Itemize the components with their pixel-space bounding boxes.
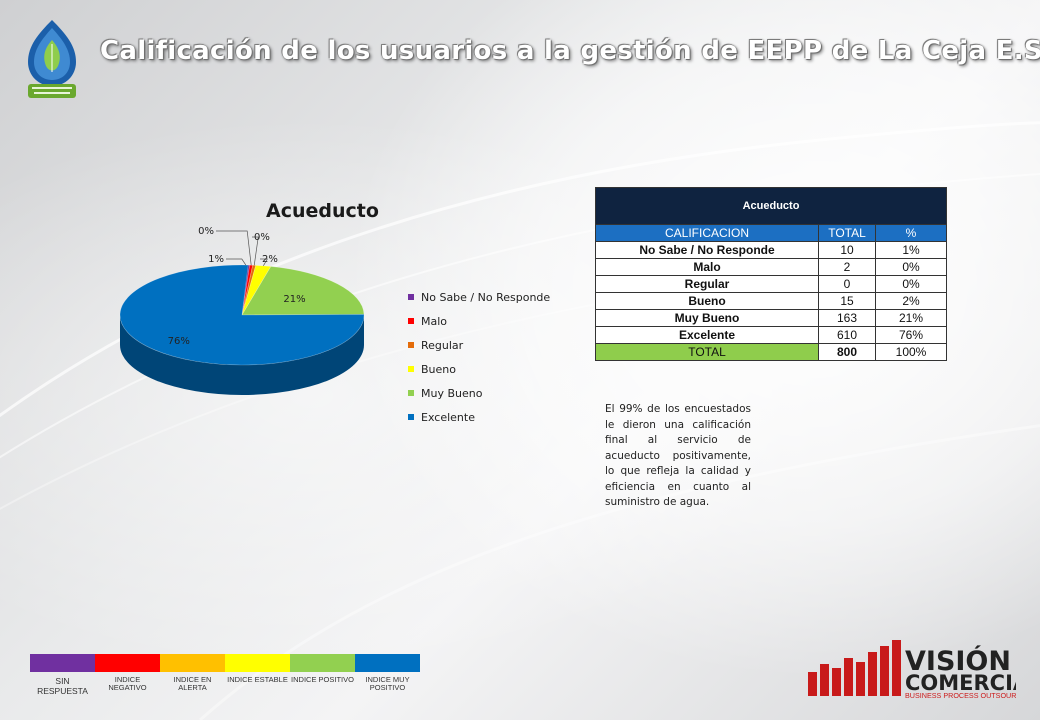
- cell-calificacion: Excelente: [595, 326, 819, 344]
- legend-label: Malo: [421, 314, 448, 328]
- cell-percent: 0%: [875, 258, 947, 276]
- legend-swatch: [408, 342, 414, 348]
- index-color-bar: [30, 654, 420, 672]
- index-color-segment: [160, 654, 225, 672]
- results-table: Acueducto CALIFICACION TOTAL % No Sabe /…: [595, 187, 947, 361]
- company-logo: [28, 20, 76, 98]
- pie-chart: 1% 0% 0% 2% 21% 76%: [119, 226, 365, 395]
- legend-item: Muy Bueno: [408, 381, 550, 405]
- index-label: INDICE POSITIVO: [291, 675, 354, 684]
- legend-label: No Sabe / No Responde: [421, 290, 551, 304]
- total-label: TOTAL: [595, 343, 819, 361]
- table-row: Excelente 610 76%: [595, 326, 947, 344]
- logo-line1: VISIÓN: [905, 645, 1011, 677]
- chart-legend: No Sabe / No Responde Malo Regular Bueno…: [408, 285, 550, 429]
- pie-slice: [241, 266, 365, 316]
- pie-slice: [119, 264, 365, 366]
- index-label: INDICE ESTABLE: [227, 675, 288, 684]
- index-label: INDICE MUY POSITIVO: [365, 675, 410, 692]
- index-labels: SIN RESPUESTA INDICE NEGATIVO INDICE EN …: [30, 675, 420, 697]
- cell-total: 10: [818, 241, 876, 259]
- cell-percent: 76%: [875, 326, 947, 344]
- legend-item: No Sabe / No Responde: [408, 285, 550, 309]
- page-title: Calificación de los usuarios a la gestió…: [100, 36, 1040, 66]
- index-label: INDICE EN ALERTA: [173, 675, 212, 692]
- cell-percent: 0%: [875, 275, 947, 293]
- cell-calificacion: Muy Bueno: [595, 309, 819, 327]
- cell-total: 610: [818, 326, 876, 344]
- pie-data-label: 1%: [208, 254, 224, 265]
- legend-label: Bueno: [421, 362, 456, 376]
- index-label: SIN RESPUESTA: [37, 676, 88, 696]
- pie-data-label: 21%: [283, 294, 305, 305]
- chart-title: Acueducto: [266, 200, 379, 222]
- legend-swatch: [408, 414, 414, 420]
- pie-slice: [241, 265, 272, 316]
- cell-total: 0: [818, 275, 876, 293]
- index-color-segment: [290, 654, 355, 672]
- pie-data-label: 0%: [254, 232, 270, 243]
- legend-swatch: [408, 318, 414, 324]
- legend-swatch: [408, 366, 414, 372]
- label-leader-line: [252, 236, 259, 266]
- legend-label: Muy Bueno: [421, 386, 483, 400]
- total-count: 800: [818, 343, 876, 361]
- cell-calificacion: No Sabe / No Responde: [595, 241, 819, 259]
- cell-calificacion: Bueno: [595, 292, 819, 310]
- description-text: El 99% de los encuestados le dieron una …: [605, 403, 751, 508]
- total-percent: 100%: [875, 343, 947, 361]
- pie-data-label: 2%: [262, 254, 278, 265]
- table-row: Bueno 15 2%: [595, 292, 947, 310]
- table-title: Acueducto: [595, 187, 947, 225]
- table-row: Malo 2 0%: [595, 258, 947, 276]
- table-row: Regular 0 0%: [595, 275, 947, 293]
- cell-calificacion: Regular: [595, 275, 819, 293]
- legend-label: Regular: [421, 338, 464, 352]
- index-color-segment: [30, 654, 95, 672]
- table-row: No Sabe / No Responde 10 1%: [595, 241, 947, 259]
- cell-percent: 2%: [875, 292, 947, 310]
- index-color-segment: [225, 654, 290, 672]
- column-header: %: [875, 224, 947, 242]
- index-color-segment: [355, 654, 420, 672]
- cell-percent: 1%: [875, 241, 947, 259]
- legend-swatch: [408, 294, 414, 300]
- cell-total: 163: [818, 309, 876, 327]
- pie-data-label: 76%: [168, 336, 190, 347]
- cell-total: 2: [818, 258, 876, 276]
- cell-calificacion: Malo: [595, 258, 819, 276]
- index-color-segment: [95, 654, 160, 672]
- legend-swatch: [408, 390, 414, 396]
- label-leader-line: [260, 258, 268, 266]
- index-label: INDICE NEGATIVO: [108, 675, 147, 692]
- column-header: TOTAL: [818, 224, 876, 242]
- legend-item: Malo: [408, 309, 550, 333]
- label-leader-line: [216, 230, 252, 266]
- legend-item: Excelente: [408, 405, 550, 429]
- cell-total: 15: [818, 292, 876, 310]
- pie-data-label: 0%: [198, 226, 214, 237]
- table-total-row: TOTAL 800 100%: [595, 343, 947, 361]
- legend-item: Bueno: [408, 357, 550, 381]
- column-header: CALIFICACION: [595, 224, 819, 242]
- legend-label: Excelente: [421, 410, 475, 424]
- pie-slice-side: [120, 315, 364, 395]
- table-row: Muy Bueno 163 21%: [595, 309, 947, 327]
- legend-item: Regular: [408, 333, 550, 357]
- logo-line2: COMERCIAL: [905, 671, 1016, 695]
- vision-comercial-logo: VISIÓN COMERCIAL BUSINESS PROCESS OUTSOU…: [808, 640, 1016, 700]
- cell-percent: 21%: [875, 309, 947, 327]
- logo-tagline: BUSINESS PROCESS OUTSOURCING: [905, 691, 1016, 700]
- label-leader-line: [226, 258, 247, 266]
